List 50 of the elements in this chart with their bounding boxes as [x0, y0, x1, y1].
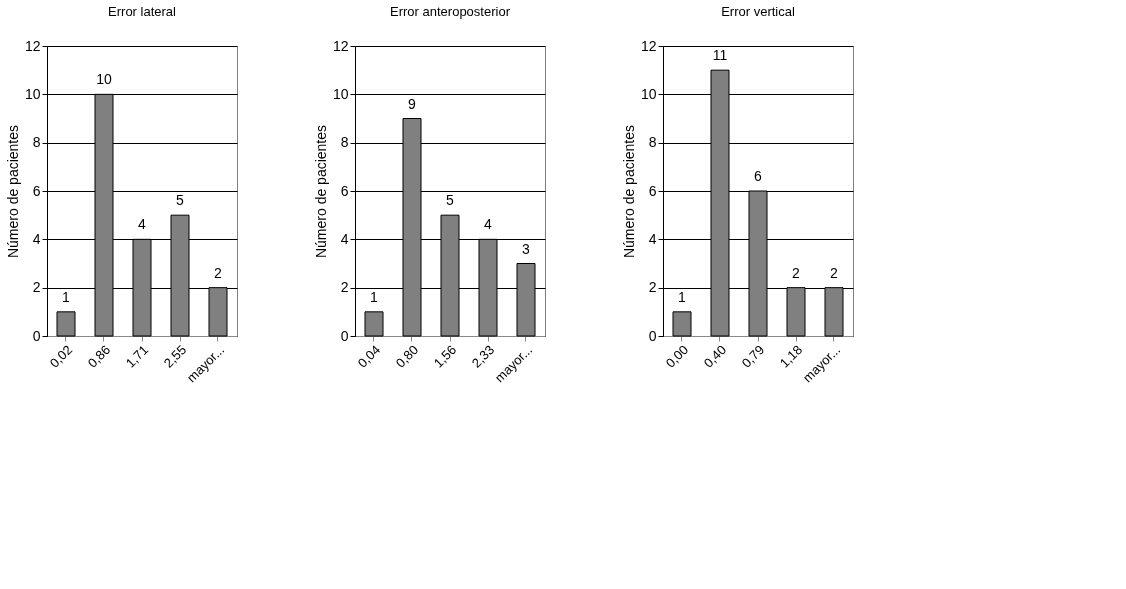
y-tick-label: 6	[340, 182, 349, 199]
data-label: 5	[176, 192, 185, 209]
y-tick-label: 4	[340, 230, 349, 247]
y-tick-label: 10	[332, 85, 349, 102]
data-label: 6	[754, 168, 763, 184]
chart-title: Error anteroposterior	[390, 4, 511, 19]
y-tick-label: 4	[648, 230, 657, 247]
data-label: 5	[446, 192, 455, 209]
y-tick-label: 10	[24, 85, 41, 102]
y-tick-label: 2	[340, 279, 349, 296]
data-label: 2	[830, 264, 839, 281]
data-label: 3	[522, 240, 531, 257]
data-label: 2	[214, 264, 223, 281]
y-tick-label: 12	[24, 37, 41, 54]
data-label: 10	[96, 71, 112, 88]
y-tick-label: 0	[648, 327, 657, 344]
y-tick-label: 12	[640, 37, 657, 54]
y-tick-label: 6	[32, 182, 41, 199]
data-label: 4	[484, 216, 493, 233]
y-tick-label: 0	[32, 327, 41, 344]
y-tick-label: 12	[332, 37, 349, 54]
y-tick-label: 4	[32, 230, 41, 247]
data-label: 1	[62, 288, 71, 305]
x-tick-label: 0,80	[392, 342, 422, 371]
y-tick-label: 8	[648, 134, 657, 151]
y-tick-label: 10	[640, 85, 657, 102]
chart-title: Error vertical	[721, 4, 795, 19]
y-tick-label: 0	[340, 327, 349, 344]
y-axis-title: Número de pacientes	[620, 124, 637, 259]
x-tick-label: 0,40	[700, 342, 730, 371]
y-tick-label: 2	[648, 279, 657, 296]
data-label: 1	[370, 288, 379, 305]
data-label: 9	[408, 95, 417, 112]
x-tick-label: 1,71	[122, 342, 152, 371]
chart-title: Error lateral	[108, 4, 177, 19]
y-tick-label: 8	[340, 134, 349, 151]
data-label: 1	[678, 288, 687, 305]
x-tick-label: 0,04	[354, 342, 384, 371]
x-tick-label: 0,00	[662, 342, 692, 371]
y-tick-label: 6	[648, 182, 657, 199]
y-tick-label: 8	[32, 134, 41, 151]
data-label: 4	[138, 216, 147, 233]
data-label: 11	[712, 47, 728, 64]
x-tick-label: 0,86	[84, 342, 114, 371]
y-axis-title: Número de pacientes	[4, 124, 21, 259]
x-tick-label: 0,02	[46, 342, 76, 371]
y-tick-label: 2	[32, 279, 41, 296]
data-label: 2	[792, 264, 801, 281]
x-tick-label: 0,79	[738, 342, 768, 371]
y-axis-title: Número de pacientes	[312, 124, 329, 259]
